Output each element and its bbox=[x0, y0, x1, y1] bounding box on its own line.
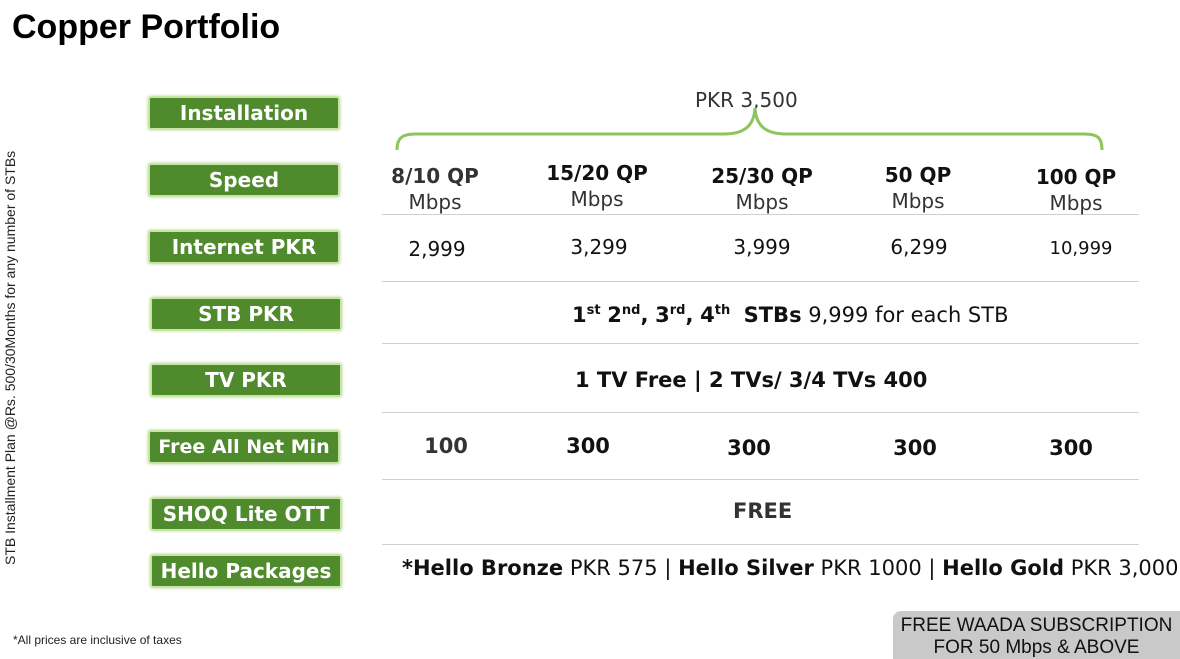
stb-installment-note: STB Installment Plan @Rs. 500/30Months f… bbox=[2, 150, 18, 565]
speed-qp: 25/30 QP bbox=[711, 164, 813, 188]
internet-price-3: 3,999 bbox=[733, 235, 791, 259]
stb-ordinal-2-suffix: nd bbox=[621, 303, 641, 318]
speed-plan-5: 100 QP Mbps bbox=[1006, 164, 1146, 216]
separator-stb bbox=[382, 343, 1139, 344]
speed-label: Speed bbox=[148, 163, 340, 197]
hello-separator: | bbox=[664, 556, 672, 580]
ott-label: SHOQ Lite OTT bbox=[150, 497, 342, 531]
hello-silver-price: PKR 1000 bbox=[820, 556, 922, 580]
stb-price-text: 9,999 for each STB bbox=[808, 303, 1009, 327]
hello-packages-text: *Hello Bronze PKR 575 | Hello Silver PKR… bbox=[402, 556, 1179, 580]
free-min-3: 300 bbox=[727, 436, 771, 460]
tv-pricing-text: 1 TV Free | 2 TVs/ 3/4 TVs 400 bbox=[575, 368, 927, 392]
separator-ott bbox=[382, 544, 1139, 545]
speed-qp: 50 QP bbox=[884, 163, 952, 187]
stb-ordinal-4-suffix: th bbox=[714, 303, 731, 318]
free-min-5: 300 bbox=[1049, 436, 1093, 460]
page-title: Copper Portfolio bbox=[12, 8, 281, 46]
hello-packages-label: Hello Packages bbox=[150, 554, 342, 588]
installation-label: Installation bbox=[148, 96, 340, 130]
hello-gold-price: PKR 3,000 bbox=[1070, 556, 1179, 580]
speed-plan-2: 15/20 QP Mbps bbox=[527, 160, 667, 212]
speed-plan-4: 50 QP Mbps bbox=[848, 162, 988, 214]
free-min-label: Free All Net Min bbox=[148, 430, 340, 464]
promo-line-1: FREE WAADA SUBSCRIPTION bbox=[900, 615, 1173, 636]
hello-separator: | bbox=[928, 556, 936, 580]
separator-tv bbox=[382, 412, 1139, 413]
hello-bronze-label: *Hello Bronze bbox=[402, 556, 564, 580]
separator-speed bbox=[382, 214, 1139, 215]
tax-note: *All prices are inclusive of taxes bbox=[13, 633, 182, 647]
tv-price: 400 bbox=[883, 368, 928, 392]
speed-unit: Mbps bbox=[408, 190, 462, 214]
speed-unit: Mbps bbox=[1049, 191, 1103, 215]
speed-qp: 15/20 QP bbox=[546, 161, 648, 185]
separator-internet bbox=[382, 281, 1139, 282]
internet-price-5: 10,999 bbox=[1049, 238, 1113, 259]
free-min-1: 100 bbox=[424, 434, 468, 458]
stb-ordinal-4: 4 bbox=[700, 303, 715, 327]
speed-unit: Mbps bbox=[735, 190, 789, 214]
stb-pkr-label: STB PKR bbox=[150, 297, 342, 331]
tv-separator: | bbox=[693, 368, 702, 392]
speed-qp: 100 QP bbox=[1035, 165, 1117, 189]
stb-word: STBs bbox=[743, 303, 802, 327]
hello-gold-label: Hello Gold bbox=[942, 556, 1064, 580]
tv-pkr-label: TV PKR bbox=[150, 363, 342, 397]
separator-min bbox=[382, 479, 1139, 480]
speed-qp: 8/10 QP bbox=[391, 164, 479, 188]
speed-unit: Mbps bbox=[891, 189, 945, 213]
hello-silver-label: Hello Silver bbox=[678, 556, 814, 580]
internet-pkr-label: Internet PKR bbox=[148, 230, 340, 264]
ott-value: FREE bbox=[733, 499, 793, 523]
stb-ordinal-3: 3 bbox=[655, 303, 670, 327]
internet-price-2: 3,299 bbox=[570, 235, 628, 259]
stb-ordinal-1: 1 bbox=[572, 303, 587, 327]
speed-unit: Mbps bbox=[570, 187, 624, 211]
tv-one-free: 1 TV Free bbox=[575, 368, 687, 392]
internet-price-1: 2,999 bbox=[408, 237, 466, 261]
hello-bronze-price: PKR 575 bbox=[569, 556, 658, 580]
stb-ordinal-3-suffix: rd bbox=[669, 303, 686, 318]
speed-plan-3: 25/30 QP Mbps bbox=[692, 163, 832, 215]
free-min-4: 300 bbox=[893, 436, 937, 460]
internet-price-4: 6,299 bbox=[890, 235, 948, 259]
promo-line-2: FOR 50 Mbps & ABOVE bbox=[933, 637, 1140, 658]
stb-ordinal-1-suffix: st bbox=[586, 303, 601, 318]
tv-multi: 2 TVs/ 3/4 TVs bbox=[708, 368, 877, 392]
speed-plan-1: 8/10 QP Mbps bbox=[365, 163, 505, 215]
stb-pricing-text: 1st 2nd, 3rd, 4th STBs 9,999 for each ST… bbox=[572, 303, 1009, 327]
installation-price: PKR 3,500 bbox=[695, 88, 798, 112]
promo-box: FREE WAADA SUBSCRIPTION FOR 50 Mbps & AB… bbox=[893, 611, 1180, 659]
free-min-2: 300 bbox=[566, 434, 610, 458]
installation-brace bbox=[395, 107, 1104, 151]
stb-ordinal-2: 2 bbox=[607, 303, 622, 327]
